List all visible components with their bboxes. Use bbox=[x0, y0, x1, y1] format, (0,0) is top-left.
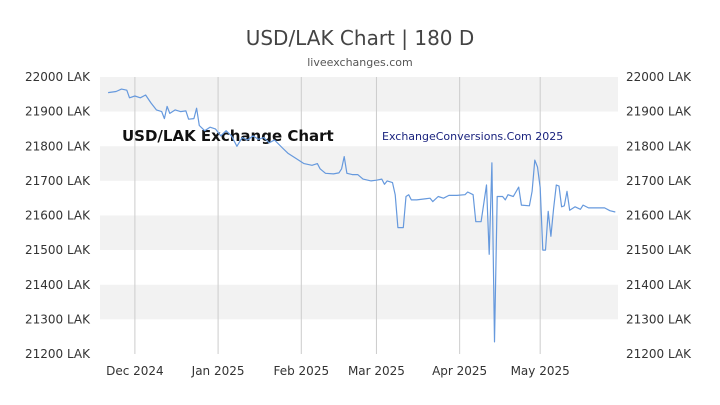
band-21900 bbox=[100, 111, 618, 147]
band-21300 bbox=[100, 319, 618, 354]
band-21500 bbox=[100, 250, 618, 285]
series-line bbox=[108, 88, 616, 343]
x-tick-label: Mar 2025 bbox=[348, 364, 405, 378]
x-axis: Dec 2024 Jan 2025 Feb 2025 Mar 2025 Apr 2025… bbox=[106, 364, 570, 378]
y-tick-label-right: 21400 LAK bbox=[626, 278, 692, 292]
chart-subtitle: liveexchanges.com bbox=[307, 56, 413, 69]
x-tick-label: Jan 2025 bbox=[191, 364, 245, 378]
y-tick-label-right: 21700 LAK bbox=[626, 174, 692, 188]
y-tick-label-left: 21900 LAK bbox=[25, 105, 91, 119]
y-tick-label-right: 21600 LAK bbox=[626, 209, 692, 223]
y-axis-right: 22000 LAK 21900 LAK 21800 LAK 21700 LAK 2160… bbox=[626, 70, 692, 361]
y-tick-label-left: 21300 LAK bbox=[25, 312, 91, 326]
y-tick-label-right: 21300 LAK bbox=[626, 312, 692, 326]
x-tick-label: Apr 2025 bbox=[432, 364, 487, 378]
x-tick-label: Dec 2024 bbox=[106, 364, 164, 378]
chart-title: USD/LAK Chart | 180 D bbox=[245, 26, 475, 50]
y-tick-label-left: 21600 LAK bbox=[25, 209, 91, 223]
y-tick-label-left: 22000 LAK bbox=[25, 70, 91, 84]
band-22000 bbox=[100, 77, 618, 112]
y-tick-label-left: 21200 LAK bbox=[25, 347, 91, 361]
y-tick-label-right: 21800 LAK bbox=[626, 139, 692, 153]
y-tick-label-right: 22000 LAK bbox=[626, 70, 692, 84]
y-tick-label-right: 21200 LAK bbox=[626, 347, 692, 361]
band-21400 bbox=[100, 284, 618, 320]
watermark-left: USD/LAK Exchange Chart bbox=[122, 127, 334, 145]
watermark-right: ExchangeConversions.Com 2025 bbox=[382, 130, 563, 143]
band-21600 bbox=[100, 215, 618, 251]
y-tick-label-left: 21400 LAK bbox=[25, 278, 91, 292]
band-21700 bbox=[100, 180, 618, 216]
y-tick-label-left: 21800 LAK bbox=[25, 139, 91, 153]
x-tick-label: Feb 2025 bbox=[273, 364, 329, 378]
y-axis-left: 22000 LAK 21900 LAK 21800 LAK 21700 LAK 2160… bbox=[25, 70, 91, 361]
vertical-gridlines bbox=[134, 77, 541, 354]
y-tick-label-right: 21900 LAK bbox=[626, 105, 692, 119]
x-tick-label: May 2025 bbox=[511, 364, 570, 378]
y-tick-label-right: 21500 LAK bbox=[626, 243, 692, 257]
y-tick-label-left: 21500 LAK bbox=[25, 243, 91, 257]
y-tick-label-left: 21700 LAK bbox=[25, 174, 91, 188]
series-line-group bbox=[108, 88, 616, 343]
